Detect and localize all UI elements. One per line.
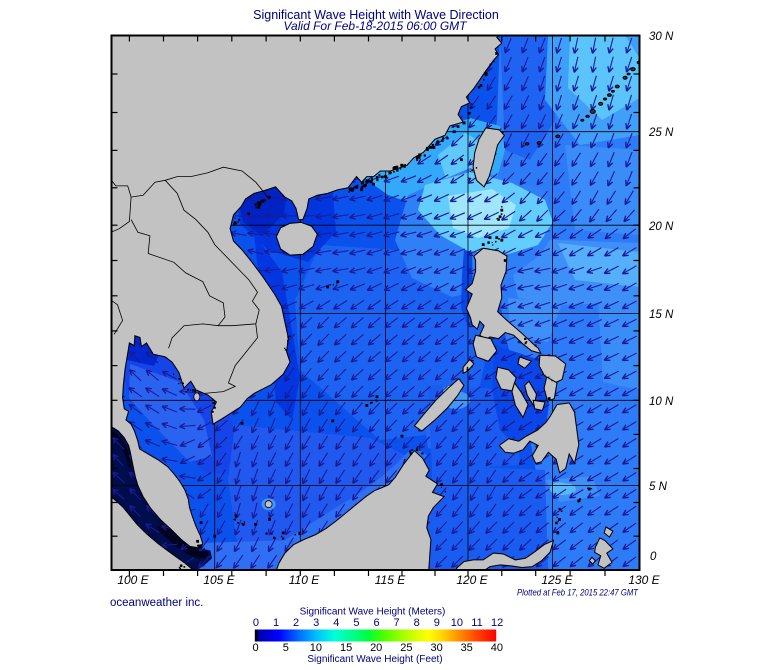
svg-text:105 E: 105 E xyxy=(203,573,235,587)
svg-text:10 N: 10 N xyxy=(649,396,674,408)
svg-text:15: 15 xyxy=(340,642,352,654)
svg-text:12: 12 xyxy=(491,617,503,629)
svg-text:Significant Wave Height with W: Significant Wave Height with Wave Direct… xyxy=(253,8,499,22)
svg-text:20 N: 20 N xyxy=(648,221,674,233)
svg-text:5: 5 xyxy=(353,617,359,629)
svg-text:0: 0 xyxy=(650,551,657,563)
svg-text:120 E: 120 E xyxy=(456,573,488,587)
svg-text:40: 40 xyxy=(491,642,503,654)
svg-text:100 E: 100 E xyxy=(117,573,149,587)
svg-text:6: 6 xyxy=(373,617,379,629)
svg-text:9: 9 xyxy=(434,617,440,629)
svg-text:7: 7 xyxy=(394,617,400,629)
svg-text:15 N: 15 N xyxy=(649,309,674,321)
svg-text:Significant Wave Height (Feet): Significant Wave Height (Feet) xyxy=(307,654,442,665)
svg-text:115 E: 115 E xyxy=(375,573,406,587)
svg-text:30: 30 xyxy=(430,642,442,654)
svg-text:30 N: 30 N xyxy=(649,31,674,43)
svg-text:110 E: 110 E xyxy=(289,573,320,587)
svg-text:oceanweather inc.: oceanweather inc. xyxy=(110,597,203,609)
svg-text:4: 4 xyxy=(333,617,339,629)
svg-text:10: 10 xyxy=(451,617,463,629)
svg-text:1: 1 xyxy=(273,617,279,629)
svg-text:25 N: 25 N xyxy=(648,127,674,139)
svg-text:20: 20 xyxy=(370,642,382,654)
svg-text:5: 5 xyxy=(283,642,289,654)
svg-text:Plotted at Feb 17, 2015 22:47: Plotted at Feb 17, 2015 22:47 GMT xyxy=(517,588,639,598)
svg-text:5 N: 5 N xyxy=(649,481,668,493)
svg-text:35: 35 xyxy=(461,642,473,654)
svg-text:0: 0 xyxy=(253,642,259,654)
svg-text:Valid For Feb-18-2015 06:00 GM: Valid For Feb-18-2015 06:00 GMT xyxy=(284,19,469,33)
svg-text:10: 10 xyxy=(310,642,322,654)
svg-text:8: 8 xyxy=(414,617,420,629)
svg-text:2: 2 xyxy=(293,617,299,629)
svg-text:Significant Wave Height (Meter: Significant Wave Height (Meters) xyxy=(300,607,446,618)
svg-text:25: 25 xyxy=(400,642,412,654)
svg-text:125 E: 125 E xyxy=(541,573,573,587)
svg-text:3: 3 xyxy=(313,617,319,629)
svg-text:130 E: 130 E xyxy=(628,573,660,587)
svg-text:0: 0 xyxy=(253,617,259,629)
svg-text:11: 11 xyxy=(471,617,482,629)
